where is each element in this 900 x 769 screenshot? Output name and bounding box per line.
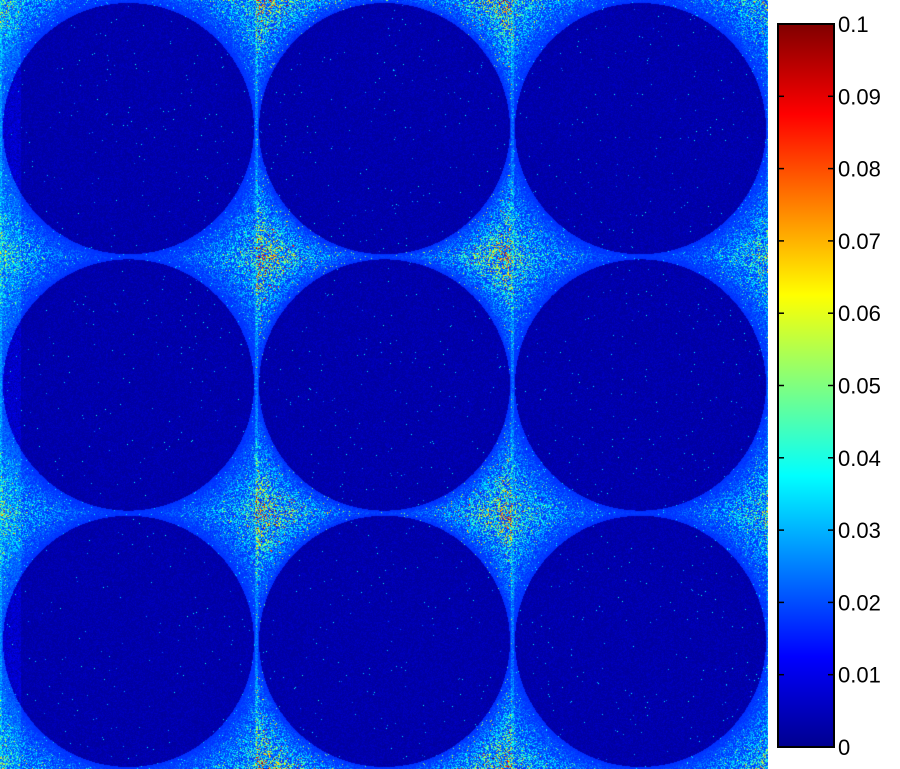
colorbar-tick-label: 0.02: [838, 590, 881, 615]
colorbar: 0 0.01 0.02 0.03 0.04 0.05 0.06 0.07 0.08 0.09 0.1: [777, 12, 881, 760]
colorbar-tick-label: 0.04: [838, 446, 881, 471]
colorbar-tick-label: 0.01: [838, 663, 881, 688]
colorbar-tick-label: 0.1: [838, 12, 869, 37]
colorbar-tick-label: 0.09: [838, 84, 881, 109]
heatmap-image: [0, 0, 768, 769]
colorbar-tick-label: 0.07: [838, 229, 881, 254]
colorbar-tick-label: 0: [838, 735, 850, 760]
colorbar-tick-label: 0.03: [838, 518, 881, 543]
colorbar-tick-label: 0.05: [838, 374, 881, 399]
colorbar-tick-label: 0.08: [838, 157, 881, 182]
colorbar-tick-label: 0.06: [838, 301, 881, 326]
colorbar-gradient: [777, 23, 835, 748]
colorbar-ticks: 0 0.01 0.02 0.03 0.04 0.05 0.06 0.07 0.08 0.09 0.1: [778, 12, 881, 760]
